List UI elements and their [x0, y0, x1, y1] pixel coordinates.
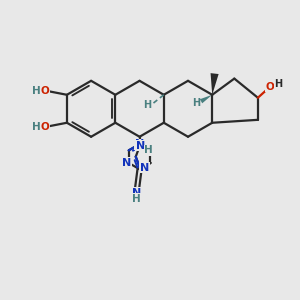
Text: H: H	[192, 98, 200, 108]
Text: H: H	[143, 100, 152, 110]
Polygon shape	[200, 95, 212, 103]
Text: N: N	[140, 163, 149, 172]
Text: O: O	[265, 82, 274, 92]
Text: O: O	[41, 122, 50, 132]
Text: H: H	[274, 79, 282, 89]
Text: H: H	[144, 146, 153, 155]
Text: N: N	[122, 158, 131, 168]
Text: N: N	[136, 141, 145, 151]
Text: O: O	[41, 86, 50, 96]
Text: N: N	[135, 139, 144, 149]
Text: H: H	[32, 86, 40, 96]
Text: N: N	[132, 188, 141, 198]
Polygon shape	[211, 73, 219, 95]
Text: H: H	[32, 122, 40, 132]
Text: H: H	[132, 194, 141, 204]
